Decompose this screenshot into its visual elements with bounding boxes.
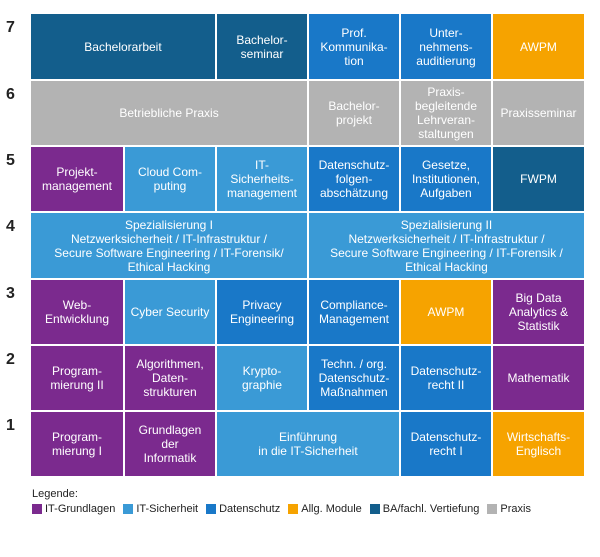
semester-label-4: 4	[6, 218, 15, 235]
module-gesetze: Gesetze, Institutionen, Aufgaben	[400, 146, 492, 212]
module-webentwicklung: Web- Entwicklung	[30, 279, 124, 345]
legend-swatch-ds	[206, 504, 217, 514]
module-techn-org-massnahmen: Techn. / org. Datenschutz- Maßnahmen	[308, 345, 400, 411]
semester-label-6: 6	[6, 86, 15, 103]
module-spezialisierung-2: Spezialisierung II Netzwerksicherheit / …	[308, 212, 585, 279]
module-it-sicherheitsmanagement: IT- Sicherheits- management	[216, 146, 308, 212]
module-programmierung-1: Program- mierung I	[30, 411, 124, 477]
legend-item-allg: Allg. Module	[288, 503, 362, 515]
module-awpm-3: AWPM	[400, 279, 492, 345]
legend-item-it: IT-Grundlagen	[32, 503, 115, 515]
semester-label-2: 2	[6, 351, 15, 368]
legend-label-sec: IT-Sicherheit	[136, 503, 199, 515]
module-datenschutzrecht-2: Datenschutz- recht II	[400, 345, 492, 411]
module-mathematik: Mathematik	[492, 345, 585, 411]
module-betriebliche-praxis: Betriebliche Praxis	[30, 80, 308, 146]
semester-label-7: 7	[6, 19, 15, 36]
module-datenschutzrecht-1: Datenschutz- recht I	[400, 411, 492, 477]
legend-item-ba: BA/fachl. Vertiefung	[369, 503, 480, 515]
module-programmierung-2: Program- mierung II	[30, 345, 124, 411]
module-privacy-engineering: Privacy Engineering	[216, 279, 308, 345]
legend: Legende: IT-Grundlagen IT-Sicherheit Daten…	[32, 488, 531, 515]
module-cyber-security: Cyber Security	[124, 279, 216, 345]
module-fwpm: FWPM	[492, 146, 585, 212]
legend-label-prax: Praxis	[500, 503, 531, 515]
module-kryptographie: Krypto- graphie	[216, 345, 308, 411]
module-algorithmen: Algorithmen, Daten- strukturen	[124, 345, 216, 411]
legend-item-ds: Datenschutz	[206, 503, 280, 515]
legend-label-allg: Allg. Module	[301, 503, 362, 515]
semester-label-5: 5	[6, 152, 15, 169]
legend-swatch-sec	[123, 504, 134, 514]
module-big-data: Big Data Analytics & Statistik	[492, 279, 585, 345]
module-bachelorarbeit: Bachelorarbeit	[30, 13, 216, 80]
module-bachelorprojekt: Bachelor- projekt	[308, 80, 400, 146]
legend-items: IT-Grundlagen IT-Sicherheit Datenschutz All…	[32, 503, 531, 515]
module-unternehmensauditierung: Unter- nehmens- auditierung	[400, 13, 492, 80]
legend-title: Legende:	[32, 488, 78, 500]
module-datenschutzfolgenabschaetzung: Datenschutz- folgen- abschätzung	[308, 146, 400, 212]
legend-label-ds: Datenschutz	[219, 503, 281, 515]
legend-swatch-allg	[288, 504, 299, 514]
module-cloud-computing: Cloud Com- puting	[124, 146, 216, 212]
module-grundlagen-informatik: Grundlagen der Informatik	[124, 411, 216, 477]
module-praxisbegleitende-lehrveranstaltungen: Praxis- begleitende Lehrveran- staltunge…	[400, 80, 492, 146]
module-praxisseminar: Praxisseminar	[492, 80, 585, 146]
legend-label-it: IT-Grundlagen	[45, 503, 116, 515]
module-prof-kommunikation: Prof. Kommunika- tion	[308, 13, 400, 80]
legend-label-ba: BA/fachl. Vertiefung	[382, 503, 480, 515]
legend-swatch-prax	[487, 504, 498, 514]
module-einfuehrung-it-sicherheit: Einführung in die IT-Sicherheit	[216, 411, 400, 477]
semester-label-3: 3	[6, 285, 15, 302]
legend-swatch-ba	[369, 504, 380, 514]
module-awpm-7: AWPM	[492, 13, 585, 80]
module-projektmanagement: Projekt- management	[30, 146, 124, 212]
legend-item-prax: Praxis	[487, 503, 531, 515]
module-wirtschaftsenglisch: Wirtschafts- Englisch	[492, 411, 585, 477]
legend-item-sec: IT-Sicherheit	[123, 503, 198, 515]
semester-label-1: 1	[6, 417, 15, 434]
legend-swatch-it	[32, 504, 42, 514]
module-compliance-management: Compliance- Management	[308, 279, 400, 345]
curriculum-grid: 7 6 5 4 3 2 1 Bachelorarbeit Bachelor- seminar Pr…	[6, 13, 585, 477]
module-spezialisierung-1: Spezialisierung I Netzwerksicherheit / I…	[30, 212, 308, 279]
module-bachelorseminar: Bachelor- seminar	[216, 13, 308, 80]
